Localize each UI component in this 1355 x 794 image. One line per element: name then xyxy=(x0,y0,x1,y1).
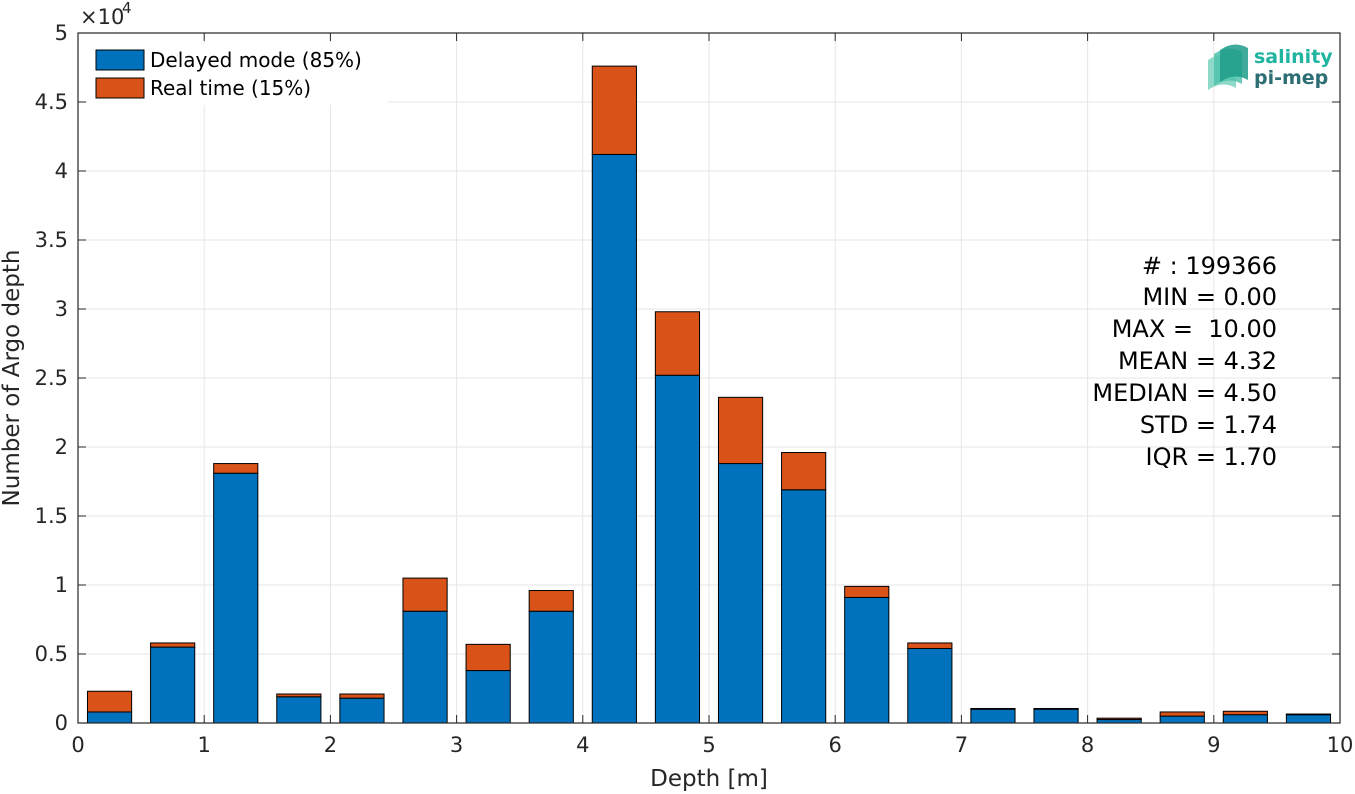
legend-swatch-realtime xyxy=(95,77,145,99)
bar-delayed-mode xyxy=(213,472,259,724)
bar-real-time xyxy=(1159,711,1205,717)
bar-delayed-mode xyxy=(150,646,196,724)
bar-real-time xyxy=(717,396,764,465)
stats-annotation: # : 199366 MIN = 0.00 MAX = 10.00 MEAN =… xyxy=(1092,252,1277,471)
x-tick-label: 1 xyxy=(198,733,211,757)
y-axis-label: Number of Argo depth xyxy=(0,250,25,507)
bar-delayed-mode xyxy=(654,374,701,724)
y-tick-label: 3.5 xyxy=(35,228,68,252)
bar-delayed-mode xyxy=(1033,708,1079,724)
stat-mean: MEAN = 4.32 xyxy=(1118,347,1277,375)
x-tick-label: 2 xyxy=(324,733,337,757)
y-tick-label: 0 xyxy=(55,711,68,735)
bar-delayed-mode xyxy=(402,610,448,724)
bar-delayed-mode xyxy=(1285,714,1332,724)
x-tick-label: 7 xyxy=(955,733,968,757)
y-exponent-multiplier: ×10 xyxy=(80,5,124,29)
legend-swatch-delayed xyxy=(95,49,145,71)
bar-delayed-mode xyxy=(717,463,764,724)
bar-delayed-mode xyxy=(781,489,827,724)
y-tick-label: 3 xyxy=(55,297,68,321)
bar-real-time xyxy=(781,452,827,491)
y-exponent-power: 4 xyxy=(122,0,132,17)
bar-delayed-mode xyxy=(1222,714,1268,724)
x-tick-label: 10 xyxy=(1327,733,1354,757)
y-tick-label: 1.5 xyxy=(35,504,68,528)
legend-label-realtime: Real time (15%) xyxy=(150,76,311,100)
y-tick-label: 0.5 xyxy=(35,642,68,666)
bar-real-time xyxy=(402,577,448,612)
bar-real-time xyxy=(86,690,133,713)
bar-delayed-mode xyxy=(276,696,322,724)
bar-real-time xyxy=(276,693,322,698)
bar-real-time xyxy=(150,642,196,648)
legend: Delayed mode (85%) Real time (15%) xyxy=(88,43,388,105)
bar-delayed-mode xyxy=(86,711,133,724)
x-tick-label: 0 xyxy=(71,733,84,757)
bar-delayed-mode xyxy=(465,670,511,724)
stat-std: STD = 1.74 xyxy=(1140,411,1277,439)
grid-lines xyxy=(78,33,1340,723)
y-tick-label: 2 xyxy=(55,435,68,459)
y-tick-label: 4 xyxy=(55,159,68,183)
bar-real-time xyxy=(1222,710,1268,716)
bar-delayed-mode xyxy=(591,153,637,724)
bar-real-time xyxy=(844,585,890,598)
bar-real-time xyxy=(591,65,637,155)
bar-delayed-mode xyxy=(339,697,385,724)
salinity-pimep-logo: salinity pi-mep xyxy=(1208,44,1333,90)
bar-real-time xyxy=(213,463,259,474)
x-tick-label: 8 xyxy=(1081,733,1094,757)
stat-max: MAX = 10.00 xyxy=(1112,315,1277,343)
x-tick-label: 4 xyxy=(576,733,589,757)
bar-delayed-mode xyxy=(1159,715,1205,724)
x-tick-label: 5 xyxy=(702,733,715,757)
y-tick-label: 5 xyxy=(55,21,68,45)
x-tick-label: 9 xyxy=(1207,733,1220,757)
stat-median: MEDIAN = 4.50 xyxy=(1092,379,1277,407)
x-axis-ticks: 0 1 2 3 4 5 6 7 8 9 10 xyxy=(71,33,1353,757)
bar-real-time xyxy=(1285,713,1332,716)
logo-line2: pi-mep xyxy=(1254,67,1328,89)
bar-delayed-mode xyxy=(844,596,890,724)
y-axis-ticks: 0 0.5 1 1.5 2 2.5 3 3.5 4 4.5 5 xyxy=(35,21,1340,735)
bars-group xyxy=(86,65,1332,724)
y-tick-label: 2.5 xyxy=(35,366,68,390)
y-tick-label: 1 xyxy=(55,573,68,597)
bar-delayed-mode xyxy=(970,708,1016,724)
stat-min: MIN = 0.00 xyxy=(1142,283,1277,311)
legend-label-delayed: Delayed mode (85%) xyxy=(150,48,362,72)
wave-logo-icon xyxy=(1208,44,1248,90)
logo-line1: salinity xyxy=(1254,46,1333,68)
bar-real-time xyxy=(465,643,511,672)
bar-real-time xyxy=(907,642,953,649)
bar-real-time xyxy=(654,311,701,376)
stat-count: # : 199366 xyxy=(1142,252,1277,280)
stat-iqr: IQR = 1.70 xyxy=(1146,443,1277,471)
bar-real-time xyxy=(1033,708,1079,710)
y-tick-label: 4.5 xyxy=(35,90,68,114)
x-tick-label: 3 xyxy=(450,733,463,757)
bar-delayed-mode xyxy=(528,610,574,724)
bar-real-time xyxy=(339,693,385,699)
x-tick-label: 6 xyxy=(829,733,842,757)
bar-real-time xyxy=(1096,717,1142,721)
bar-real-time xyxy=(528,590,574,612)
x-axis-label: Depth [m] xyxy=(650,766,768,792)
bar-delayed-mode xyxy=(907,647,953,724)
bar-real-time xyxy=(970,708,1016,710)
